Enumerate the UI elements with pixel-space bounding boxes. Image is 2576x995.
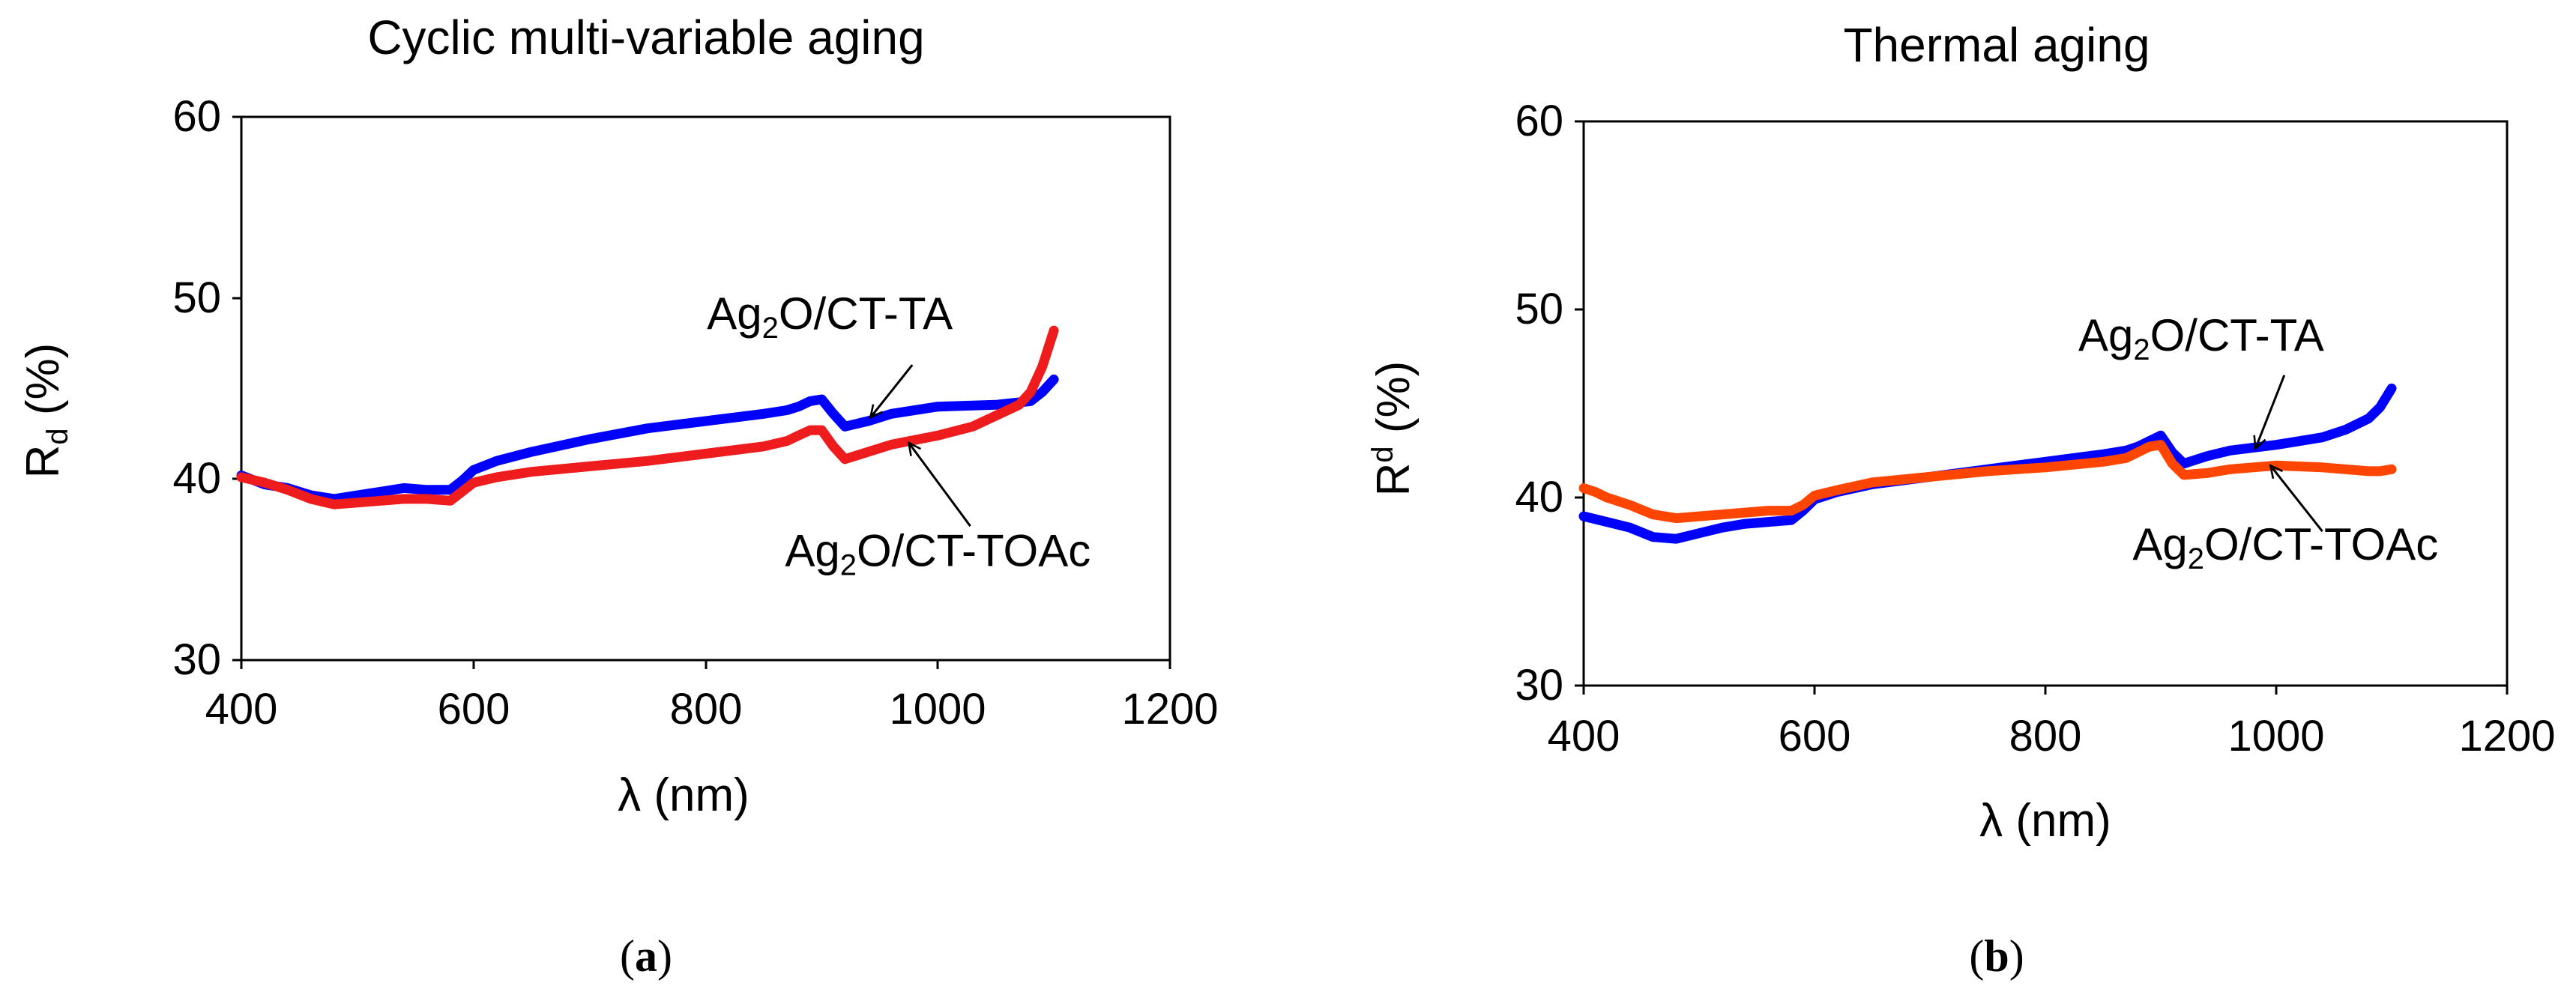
panel-a-y-axis-title: Rd (%) (17, 343, 74, 479)
panel-b-xtick-label: 400 (1548, 712, 1620, 760)
panel-b-xtick-label: 600 (1779, 712, 1851, 760)
panel-a-y-axis-subscript: d (41, 428, 74, 444)
panel-a-series-layer (236, 325, 1059, 509)
panel-a-y-ticks: 30 40 50 60 (172, 92, 241, 684)
panel-a-y-axis-base: R (17, 445, 69, 479)
panel-b-xtick-label: 1200 (2458, 712, 2555, 760)
panel-a-xtick-label: 1200 (1121, 685, 1218, 734)
panel-b-y-ticks: 30 40 50 60 (1515, 97, 1584, 710)
panel-a-label-toac-rest: O/CT-TOAc (857, 525, 1091, 575)
panel-a-series-line-toac (236, 325, 1059, 509)
panel-b-ytick-label: 40 (1515, 473, 1563, 521)
panel-b-ytick-label: 30 (1515, 661, 1563, 710)
panel-a-series-line-ta (236, 374, 1059, 504)
panel-b-label-ta-base: Ag (2078, 310, 2133, 360)
panel-a-label-ta-rest: O/CT-TA (779, 288, 953, 339)
panel-a-ytick-label: 60 (172, 92, 221, 141)
panel-a-xtick-label: 1000 (889, 685, 986, 734)
panel-a: Cyclic multi-variable aging 30 40 50 60 … (17, 10, 1219, 981)
panel-a-ytick-label: 40 (172, 454, 221, 503)
panel-b-caption: (b) (1969, 931, 2024, 981)
panel-a-xtick-label: 800 (670, 685, 743, 734)
panel-a-label-toac: Ag2O/CT-TOAc (785, 525, 1091, 581)
panel-b-label-ta: Ag2O/CT-TA (2078, 310, 2324, 366)
panel-a-caption: (a) (620, 931, 672, 981)
panel-b-label-toac-rest: O/CT-TOAc (2204, 519, 2438, 569)
panel-b-caption-letter: b (1984, 931, 2009, 981)
panel-a-label-toac-base: Ag (785, 525, 839, 575)
panel-b-xtick-label: 1000 (2227, 712, 2324, 760)
panel-b-x-ticks: 400 600 800 1000 1200 (1548, 686, 2556, 760)
panel-a-xtick-label: 400 (205, 685, 278, 734)
panel-a-arrow-ta (870, 364, 914, 417)
panel-b-label-ta-subscript: 2 (2133, 333, 2150, 366)
panel-a-label-ta-subscript: 2 (762, 312, 779, 345)
panel-b-ytick-label: 50 (1515, 285, 1563, 333)
panel-a-caption-letter: a (635, 931, 657, 981)
panel-a-caption-close: ) (657, 931, 672, 981)
panel-b-xtick-label: 800 (2009, 712, 2082, 760)
panel-a-label-ta-base: Ag (707, 288, 761, 339)
panel-a-title: Cyclic multi-variable aging (367, 10, 924, 64)
panel-b-label-ta-rest: O/CT-TA (2150, 310, 2324, 360)
panel-a-y-axis-unit: (%) (17, 343, 69, 429)
panel-b-arrow-ta (2255, 375, 2286, 449)
panel-b-label-toac-subscript: 2 (2188, 542, 2204, 575)
panel-a-label-ta: Ag2O/CT-TA (707, 288, 953, 345)
panel-b-arrow-toac (2270, 465, 2323, 533)
panel-b-label-toac: Ag2O/CT-TOAc (2132, 519, 2438, 575)
panel-a-ytick-label: 30 (172, 635, 221, 684)
panel-b-plot-area (1582, 120, 2509, 687)
panel-b-y-axis-title: Rd (%) (1366, 361, 1420, 497)
panel-b-series-layer (1578, 383, 2397, 544)
panel-b-caption-close: ) (2009, 931, 2024, 981)
panel-b-x-axis-title: λ (nm) (1979, 795, 2111, 847)
panel-b-ytick-label: 60 (1515, 97, 1563, 145)
panel-b: Thermal aging 30 40 50 60 400 600 800 10… (1366, 18, 2556, 981)
panel-a-ytick-label: 50 (172, 273, 221, 322)
panel-a-x-ticks: 400 600 800 1000 1200 (205, 660, 1219, 734)
panel-a-arrow-toac (909, 443, 971, 527)
panel-a-label-toac-subscript: 2 (840, 548, 857, 581)
panel-b-y-axis-superscript: d (1366, 446, 1399, 462)
panel-b-y-axis-unit: (%) (1368, 361, 1420, 447)
panel-b-caption-open: ( (1969, 931, 1984, 981)
panel-b-series-line-toac (1578, 440, 2397, 524)
panel-a-xtick-label: 600 (438, 685, 510, 734)
panel-a-caption-open: ( (620, 931, 635, 981)
panel-b-title: Thermal aging (1843, 18, 2150, 72)
panel-b-label-toac-base: Ag (2132, 519, 2187, 569)
panel-b-y-axis-base: R (1368, 463, 1420, 497)
panel-a-x-axis-title: λ (nm) (618, 769, 749, 821)
